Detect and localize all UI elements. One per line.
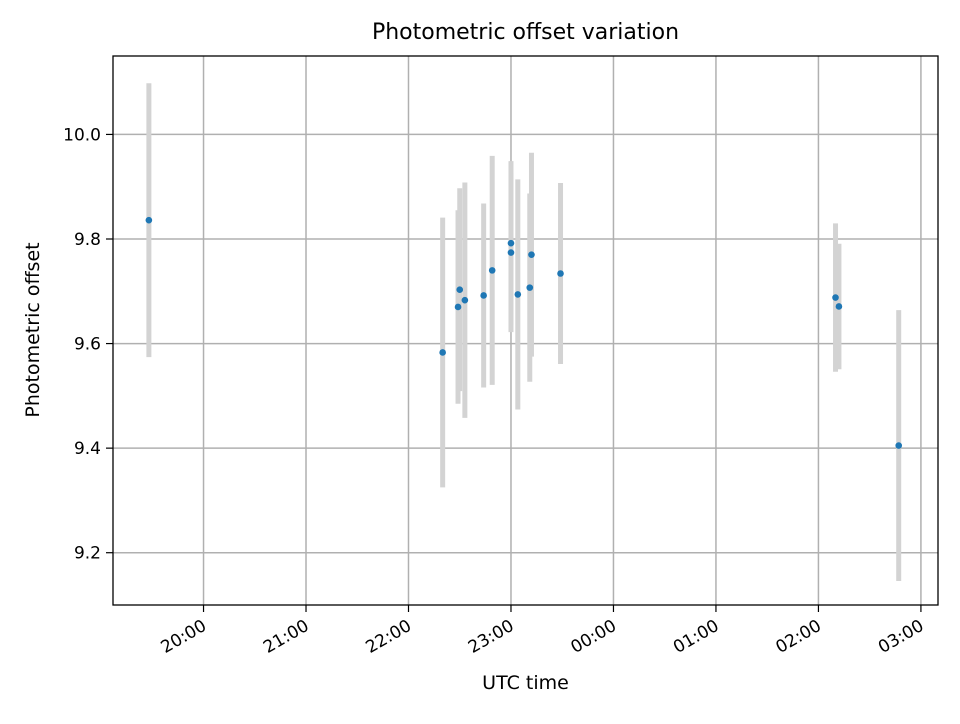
data-point — [461, 296, 469, 304]
x-tick-label: 03:00 — [875, 616, 927, 658]
x-tick-label: 23:00 — [465, 616, 517, 658]
data-point — [145, 216, 153, 224]
x-tick-label: 01:00 — [670, 616, 722, 658]
x-tick-label: 20:00 — [158, 616, 210, 658]
data-point — [835, 303, 843, 310]
data-point — [454, 303, 462, 311]
y-tick-label: 9.4 — [74, 439, 101, 459]
x-tick-label: 02:00 — [772, 616, 824, 658]
y-tick-label: 10.0 — [63, 125, 101, 145]
x-tick-label: 00:00 — [568, 616, 620, 658]
chart-title: Photometric offset variation — [371, 20, 680, 45]
data-point — [832, 294, 839, 301]
data-point — [488, 267, 496, 274]
y-axis-label: Photometric offset — [22, 242, 44, 418]
axes-frame — [112, 55, 939, 606]
y-tick-label: 9.2 — [74, 544, 101, 564]
data-point — [480, 292, 487, 299]
x-tick-label: 22:00 — [363, 616, 415, 658]
x-tick-label: 21:00 — [260, 616, 312, 658]
x-axis-label: UTC time — [482, 672, 569, 694]
data-point — [507, 239, 515, 247]
data-point — [439, 349, 446, 356]
y-tick-label: 9.8 — [74, 230, 101, 250]
data-point — [514, 291, 522, 298]
data-point — [557, 270, 564, 277]
data-point — [456, 286, 464, 294]
data-point — [528, 251, 535, 258]
y-tick-label: 9.6 — [74, 335, 101, 355]
data-point — [507, 249, 515, 256]
data-point — [895, 442, 903, 449]
data-point — [526, 284, 534, 291]
